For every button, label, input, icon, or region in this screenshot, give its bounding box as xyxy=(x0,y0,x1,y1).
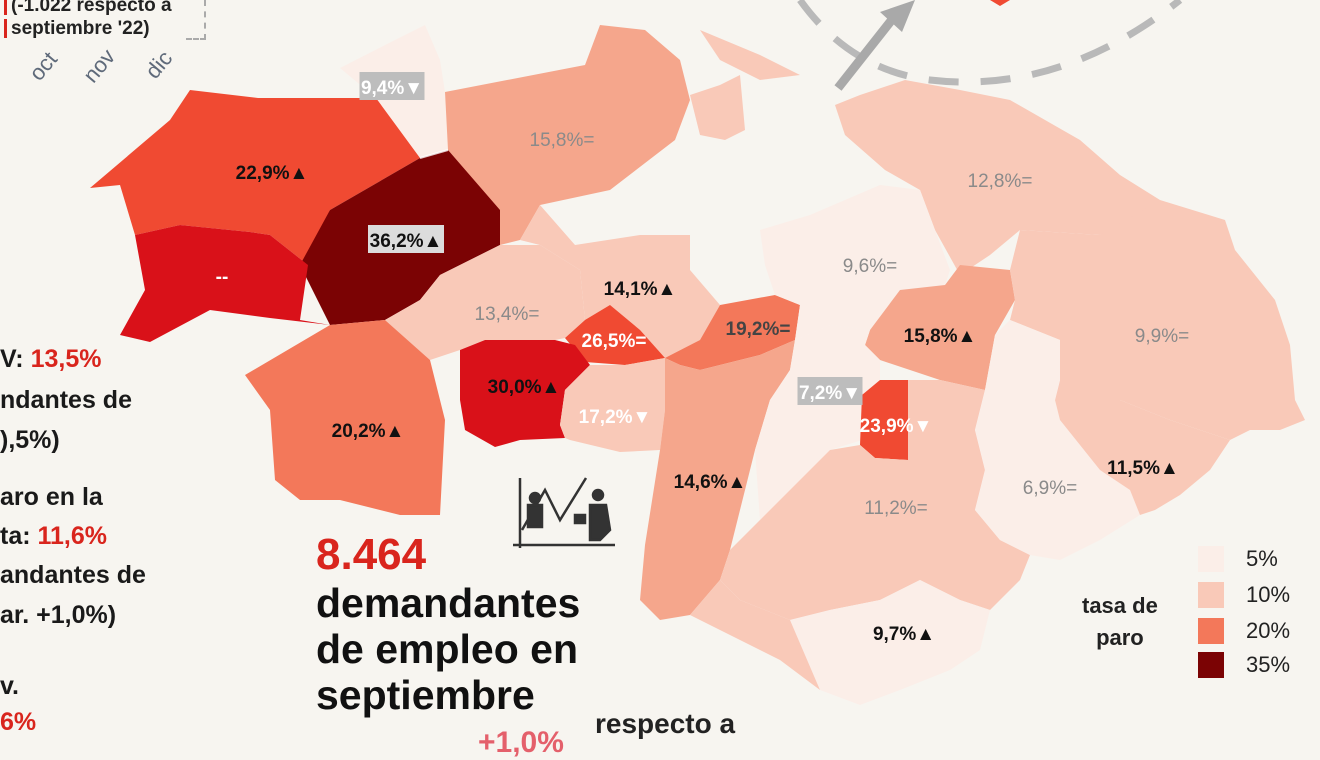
district-label: 9,4%▼ xyxy=(361,78,423,99)
side-line-5: ta: 11,6% xyxy=(0,522,108,550)
district-12-8 xyxy=(835,80,1160,275)
headline-number: 8.464 xyxy=(316,530,427,579)
district-30-0 xyxy=(460,340,590,447)
north-arrow-head-icon xyxy=(880,0,915,32)
note-dashed-bracket xyxy=(186,0,206,40)
district-label: 22,9%▲ xyxy=(236,163,309,184)
district-label-box xyxy=(359,72,425,100)
district-label: 15,8%▲ xyxy=(904,326,977,347)
legend-item-10: 10% xyxy=(1198,582,1290,608)
side-line-6: andantes de xyxy=(0,561,146,589)
top-note: (-1.022 respecto a septiembre '22) xyxy=(4,0,172,40)
district-label: 23,9%▼ xyxy=(860,416,933,437)
district-6-9 xyxy=(975,320,1140,560)
district-22-9 xyxy=(90,90,420,265)
district-14-6 xyxy=(640,340,795,620)
side-line-7: ar. +1,0%) xyxy=(0,601,117,629)
district-label: 19,2%= xyxy=(726,319,791,340)
headline-change: +1,0% xyxy=(478,726,564,759)
district-label: 30,0%▲ xyxy=(488,377,561,398)
district-label: 9,9%= xyxy=(1135,326,1189,347)
legend-item-20: 20% xyxy=(1198,618,1290,644)
district-label-box xyxy=(797,377,863,405)
legend-swatch xyxy=(1198,582,1224,608)
district-label: 15,8%= xyxy=(530,130,595,151)
side-line-3: ),5%) xyxy=(0,426,60,454)
headline-text: demandantes de empleo en septiembre xyxy=(316,580,581,718)
district-label: 12,8%= xyxy=(968,171,1033,192)
district-23-9 xyxy=(860,380,910,460)
district-label: 9,7%▲ xyxy=(873,624,935,645)
side-line-1: V: 13,5% xyxy=(0,345,102,373)
unemployment-map: 9,4%▼ 15,8%= 22,9%▲ 36,2%▲ -- 13,4%= 14,1%▲ 26,… xyxy=(90,0,1305,705)
legend-swatch xyxy=(1198,652,1224,678)
small-top-shape xyxy=(690,75,745,140)
side-line-9: 6% xyxy=(0,708,37,736)
side-line-4: aro en la xyxy=(0,483,103,511)
top-note-line1: (-1.022 respecto a xyxy=(11,0,172,16)
note-marker xyxy=(4,19,7,39)
district-label: 36,2%▲ xyxy=(370,231,443,252)
small-top-shape-2 xyxy=(700,30,800,80)
legend-item-35: 35% xyxy=(1198,652,1290,678)
side-line-8: v. xyxy=(0,672,19,700)
district-label: 11,5%▲ xyxy=(1107,458,1179,479)
district-19-2 xyxy=(665,295,800,370)
district-9-7 xyxy=(790,580,990,705)
district-label: 9,6%= xyxy=(843,256,897,277)
district-20-2 xyxy=(245,320,445,515)
district-label: 13,4%= xyxy=(475,304,540,325)
legend-item-5: 5% xyxy=(1198,546,1278,572)
district-9-6 xyxy=(760,185,950,340)
district-label: 26,5%= xyxy=(582,331,647,352)
district-label: 20,2%▲ xyxy=(332,421,405,442)
district-7-2 xyxy=(755,325,880,520)
district-14-1 xyxy=(520,205,720,360)
district-label: 6,9%= xyxy=(1023,478,1077,499)
north-arrow-icon xyxy=(834,9,902,91)
district-9-9 xyxy=(1010,200,1305,440)
headline-change-text: respecto a xyxy=(595,708,736,739)
district-11-2 xyxy=(720,380,1030,620)
district-11-5 xyxy=(1055,400,1230,515)
district-label-box xyxy=(368,225,444,253)
note-marker xyxy=(4,0,7,16)
legend-swatch xyxy=(1198,546,1224,572)
workers-chart-icon xyxy=(513,477,615,548)
side-line-2: ndantes de xyxy=(0,386,132,414)
district-label: 14,1%▲ xyxy=(604,279,677,300)
district-label: 17,2%▼ xyxy=(579,407,652,428)
district-15-8-top xyxy=(445,25,690,245)
legend-title: tasa de paro xyxy=(1082,593,1158,650)
district-17-2 xyxy=(560,358,665,452)
district-15-8-mid xyxy=(865,265,1015,390)
dashed-arc xyxy=(797,0,1183,86)
district-label: 7,2%▼ xyxy=(799,383,861,404)
district-label: 11,2%= xyxy=(864,498,928,519)
district-dashes xyxy=(120,225,330,342)
district-26-5 xyxy=(565,305,665,365)
district-label: 14,6%▲ xyxy=(674,472,747,493)
district-13-4 xyxy=(385,245,585,360)
top-edge-shape xyxy=(990,0,1010,6)
district-label: -- xyxy=(216,267,229,288)
district-far-left xyxy=(690,580,820,690)
legend-swatch xyxy=(1198,618,1224,644)
top-note-line2: septiembre '22) xyxy=(11,18,150,39)
